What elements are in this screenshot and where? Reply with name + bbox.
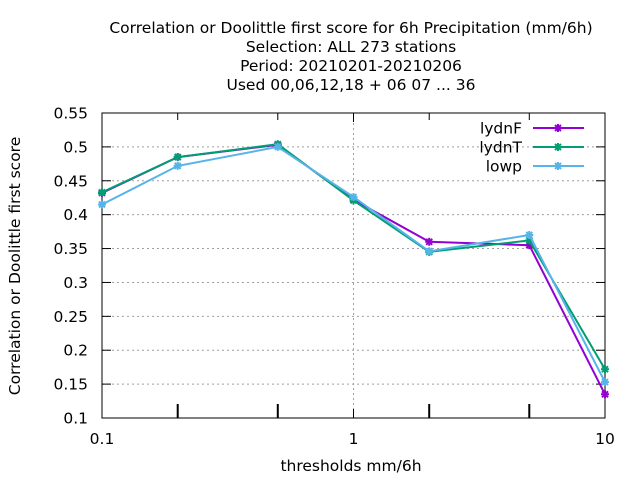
data-point-lydnT — [601, 365, 609, 374]
legend-marker — [554, 162, 562, 170]
legend-label: lydnT — [479, 139, 522, 157]
title-line: Selection: ALL 273 stations — [246, 38, 456, 56]
data-point-lowp — [525, 231, 534, 239]
data-point-lowp — [601, 378, 609, 387]
legend-label: lowp — [486, 158, 522, 176]
x-tick-label: 0.1 — [90, 430, 115, 448]
series-lines — [98, 140, 609, 399]
data-point-lowp — [173, 161, 182, 170]
legend-marker — [554, 143, 562, 151]
x-tick-label: 10 — [595, 430, 615, 448]
y-tick-label: 0.55 — [53, 105, 88, 123]
data-point-lowp — [98, 200, 106, 209]
data-point-lydnF — [601, 390, 609, 399]
y-tick-label: 0.3 — [63, 274, 88, 292]
title-line: Period: 20210201-20210206 — [240, 57, 462, 75]
data-point-lowp — [273, 142, 282, 151]
axis-ticks: 0.1 0.15 0.2 0.25 0.3 0.35 0.4 0.45 0.5 0.55 0.1 1 1… — [53, 105, 614, 449]
chart-title: Correlation or Doolittle first score for… — [109, 19, 592, 94]
title-line: Used 00,06,12,18 + 06 07 ... 36 — [227, 76, 476, 94]
y-axis-label: Correlation or Doolittle first score — [6, 137, 24, 395]
y-tick-label: 0.2 — [63, 342, 88, 360]
data-point-lowp — [349, 193, 358, 202]
y-tick-label: 0.15 — [53, 376, 88, 394]
x-tick-label: 1 — [349, 430, 359, 448]
y-tick-label: 0.5 — [63, 138, 88, 156]
y-tick-label: 0.35 — [53, 240, 88, 258]
plot-frame — [101, 112, 606, 419]
data-point-lowp — [425, 247, 434, 256]
title-line: Correlation or Doolittle first score for… — [109, 19, 592, 37]
y-tick-label: 0.4 — [63, 206, 88, 224]
grid — [102, 113, 605, 418]
y-tick-label: 0.1 — [63, 410, 88, 428]
series-line-lydnT — [101, 143, 606, 370]
y-tick-label: 0.25 — [53, 308, 88, 326]
x-axis-label: thresholds mm/6h — [280, 457, 421, 475]
y-tick-label: 0.45 — [53, 172, 88, 190]
data-point-lydnT — [173, 153, 182, 162]
legend-marker — [554, 124, 562, 132]
data-point-lydnF — [425, 237, 434, 246]
legend-label: lydnF — [480, 120, 522, 138]
data-point-lydnT — [98, 188, 106, 197]
